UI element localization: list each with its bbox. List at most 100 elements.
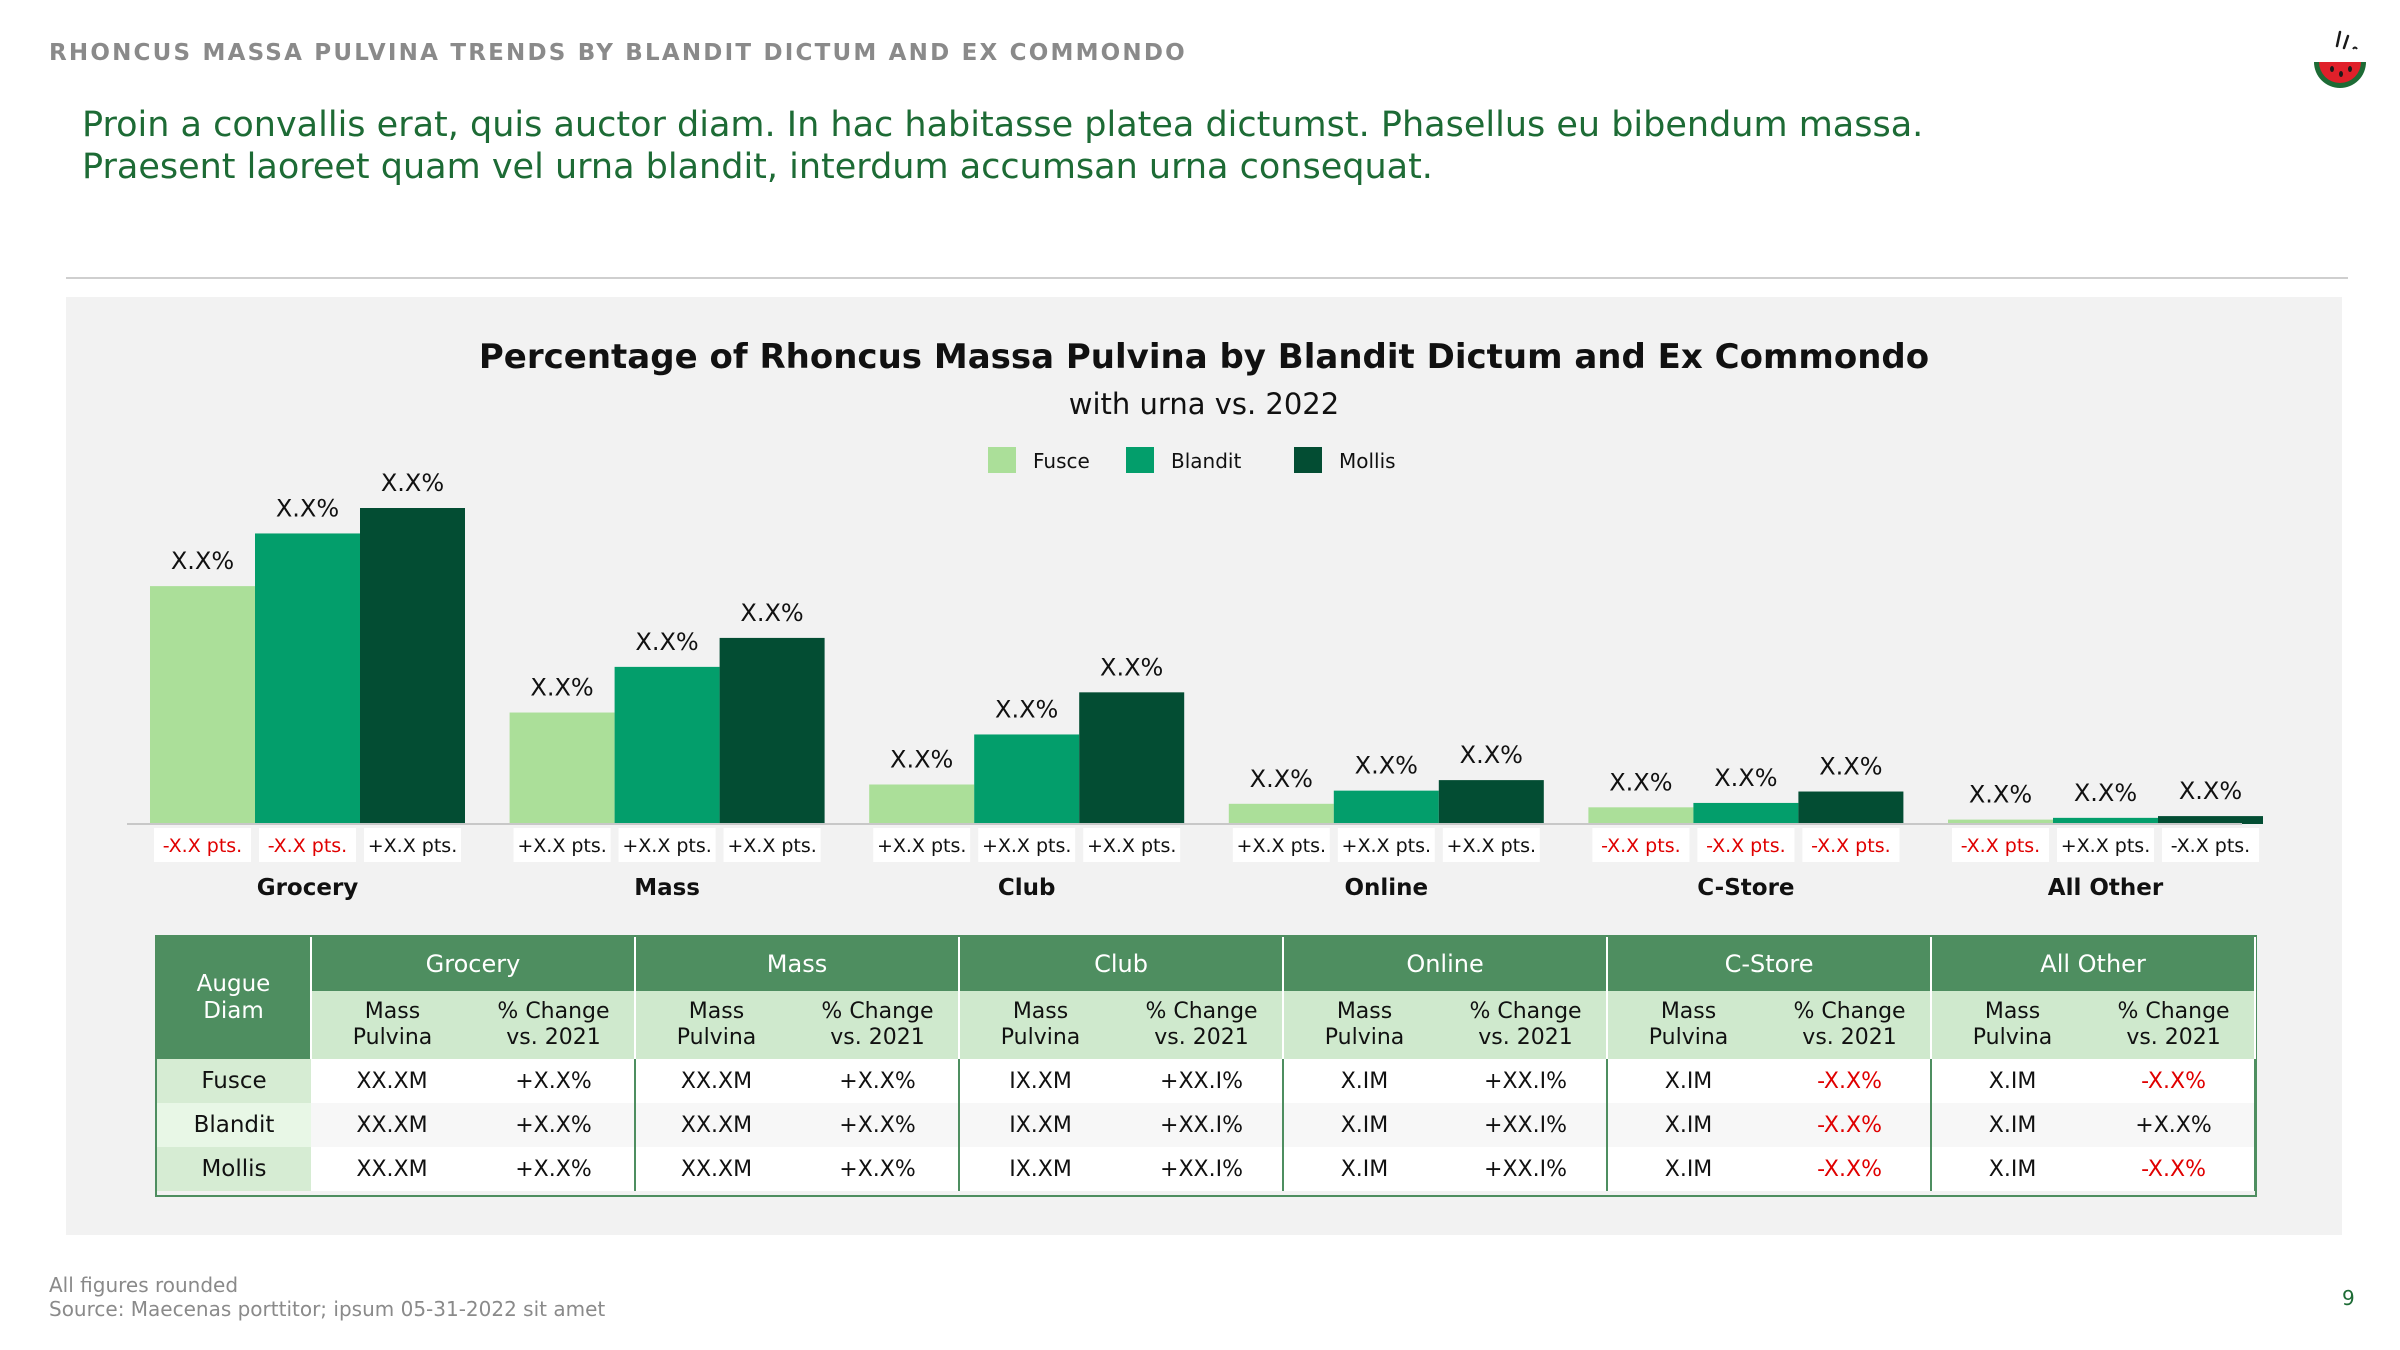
category-label-online: Online (1344, 875, 1428, 901)
table-cell: +XX.I% (1445, 1059, 1609, 1103)
change-label-mass-mollis: +X.X pts. (727, 835, 816, 857)
table-cell: X.IM (1931, 1103, 2094, 1147)
table-cell: +X.X% (797, 1147, 961, 1191)
table-row-label: Mollis (157, 1147, 311, 1191)
table-cell: +X.X% (473, 1147, 636, 1191)
table-row: Mollis XX.XM +X.X% XX.XM +X.X% IX.XM +XX.I% X.I… (157, 1147, 2257, 1191)
bar-label-all-other-fusce: X.X% (1969, 781, 2032, 809)
table-subheader: % Change vs. 2021 (797, 991, 961, 1059)
change-label-all-other-fusce: -X.X pts. (1961, 835, 2040, 857)
bar-label-online-fusce: X.X% (1250, 765, 1313, 793)
table-subheader: % Change vs. 2021 (1445, 991, 1609, 1059)
bar-all-other-mollis (2158, 816, 2263, 824)
change-box-all-other-blandit (2057, 828, 2154, 862)
change-label-club-blandit: +X.X pts. (982, 835, 1071, 857)
footnote-rounding: All figures rounded (49, 1273, 239, 1297)
table-cell: -X.X% (1769, 1059, 1933, 1103)
bar-label-mass-blandit: X.X% (635, 628, 698, 656)
table-cell: +XX.I% (1121, 1147, 1285, 1191)
table-group-header-club: Club (959, 937, 1285, 991)
change-box-club-blandit (978, 828, 1076, 862)
bar-grocery-mollis (360, 508, 465, 824)
bar-online-fusce (1228, 803, 1334, 824)
legend-label-blandit: Blandit (1171, 449, 1241, 473)
table-cell: +XX.I% (1445, 1103, 1609, 1147)
bar-label-club-blandit: X.X% (995, 695, 1058, 723)
bar-label-mass-fusce: X.X% (530, 674, 593, 702)
footnote-source: Source: Maecenas porttitor; ipsum 05-31-… (49, 1297, 606, 1321)
bar-label-grocery-blandit: X.X% (276, 494, 339, 522)
chart-title: Percentage of Rhoncus Massa Pulvina by B… (479, 337, 1929, 377)
chart-subtitle: with urna vs. 2022 (1069, 387, 1339, 421)
table-cell: X.IM (1283, 1147, 1446, 1191)
table-row-label: Fusce (157, 1059, 311, 1103)
bar-c-store-fusce (1588, 807, 1694, 824)
table-group-header-all-other: All Other (1931, 937, 2257, 991)
subheading-line-1: Proin a convallis erat, quis auctor diam… (82, 105, 1924, 145)
bar-label-grocery-mollis: X.X% (381, 469, 444, 497)
bar-label-mass-mollis: X.X% (740, 599, 803, 627)
table-group-header-online: Online (1283, 937, 1609, 991)
table-subheader-text: Mass Pulvina (676, 999, 757, 1050)
bar-label-online-mollis: X.X% (1460, 741, 1523, 769)
change-box-c-store-mollis (1802, 828, 1900, 862)
page-number: 9 (2342, 1286, 2355, 1310)
table-cell: X.IM (1607, 1147, 1770, 1191)
change-box-mass-fusce (513, 828, 611, 862)
table-subheader-text: % Change vs. 2021 (1145, 999, 1258, 1050)
change-label-club-mollis: +X.X pts. (1087, 835, 1176, 857)
table-corner-label: Augue Diam (157, 937, 312, 1059)
bar-mass-fusce (509, 712, 615, 824)
table-cell: X.IM (1607, 1103, 1770, 1147)
table-group-header-mass: Mass (635, 937, 961, 991)
table-cell: -X.X% (2093, 1147, 2257, 1191)
table-cell: +X.X% (797, 1059, 961, 1103)
change-label-online-fusce: +X.X pts. (1237, 835, 1326, 857)
change-box-c-store-blandit (1697, 828, 1795, 862)
table-subheader-text: Mass Pulvina (1000, 999, 1081, 1050)
table-subheader: Mass Pulvina (1607, 991, 1770, 1059)
change-box-mass-blandit (618, 828, 716, 862)
bar-club-mollis (1079, 692, 1185, 824)
table-cell: X.IM (1931, 1059, 2094, 1103)
table-cell: XX.XM (311, 1103, 473, 1147)
change-box-grocery-mollis (364, 828, 461, 862)
bar-label-club-mollis: X.X% (1100, 653, 1163, 681)
table-subheader: Mass Pulvina (959, 991, 1122, 1059)
category-label-grocery: Grocery (257, 875, 359, 901)
change-label-all-other-mollis: -X.X pts. (2171, 835, 2250, 857)
table-subheader: Mass Pulvina (311, 991, 473, 1059)
table-subheader-text: % Change vs. 2021 (1793, 999, 1906, 1050)
change-box-club-mollis (1083, 828, 1181, 862)
legend-swatch-mollis (1294, 447, 1322, 473)
bar-mass-blandit (614, 666, 720, 824)
category-label-club: Club (998, 875, 1056, 901)
bar-club-fusce (869, 784, 975, 824)
data-table: Augue Diam Grocery Mass Club Online C-Store Al… (157, 937, 2257, 1191)
table-cell: XX.XM (635, 1103, 797, 1147)
bar-label-club-fusce: X.X% (890, 746, 953, 774)
change-box-all-other-mollis (2162, 828, 2259, 862)
change-label-c-store-blandit: -X.X pts. (1706, 835, 1785, 857)
category-label-all-other: All Other (2048, 875, 2164, 901)
legend-swatch-blandit (1126, 447, 1154, 473)
change-label-mass-blandit: +X.X pts. (622, 835, 711, 857)
bar-label-c-store-mollis: X.X% (1819, 753, 1882, 781)
footnote: All figures rounded Source: Maecenas por… (49, 1273, 605, 1321)
table-cell: XX.XM (311, 1059, 473, 1103)
table-cell: XX.XM (311, 1147, 473, 1191)
legend-label-fusce: Fusce (1033, 449, 1090, 473)
page-header-title: RHONCUS MASSA PULVINA TRENDS BY BLANDIT … (49, 40, 1187, 66)
header-divider (66, 277, 2348, 279)
category-label-mass: Mass (634, 875, 700, 901)
table-row: Fusce XX.XM +X.X% XX.XM +X.X% IX.XM +XX.I% X.IM… (157, 1059, 2257, 1103)
table-subheader: Mass Pulvina (1283, 991, 1446, 1059)
bar-online-blandit (1333, 790, 1439, 824)
table-subheader-text: % Change vs. 2021 (1469, 999, 1582, 1050)
table-group-header-c-store: C-Store (1607, 937, 1933, 991)
table-cell: XX.XM (635, 1059, 797, 1103)
subheading-line-2: Praesent laoreet quam vel urna blandit, … (82, 147, 1433, 187)
table-cell: +XX.I% (1445, 1147, 1609, 1191)
page-subheading: Proin a convallis erat, quis auctor diam… (82, 104, 2082, 188)
change-box-mass-mollis (723, 828, 821, 862)
